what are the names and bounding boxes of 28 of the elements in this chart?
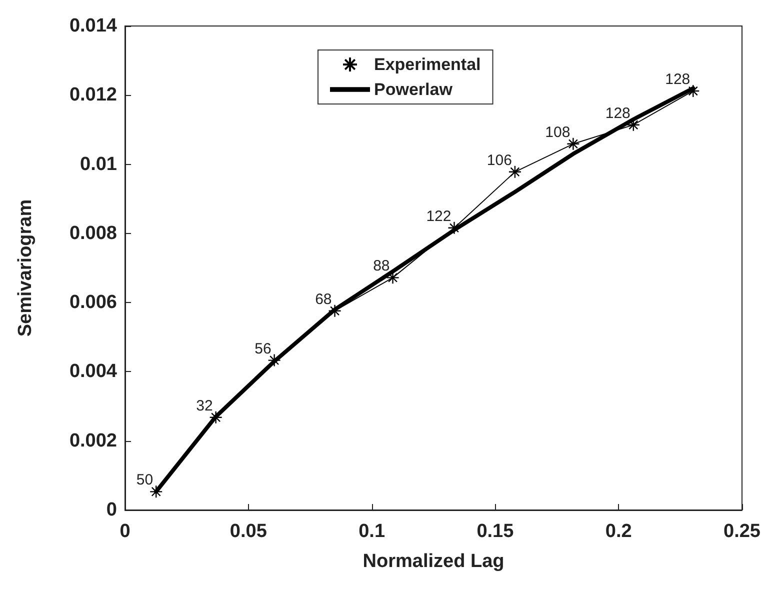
x-tick-label: 0.1	[358, 521, 386, 542]
annotation: 106	[486, 152, 512, 169]
y-tick-label: 0.012	[69, 84, 117, 106]
y-tick-label: 0.014	[69, 16, 118, 36]
annotation: 56	[254, 340, 272, 358]
x-tick-label: 0.25	[724, 521, 761, 542]
x-tick-label: 0	[120, 521, 130, 542]
y-tick-label: 0.002	[69, 430, 117, 452]
annotation: 32	[196, 397, 213, 414]
annotation: 128	[665, 70, 690, 88]
annotation: 108	[545, 124, 570, 141]
x-tick-label: 0.05	[230, 521, 268, 542]
y-axis-title: Semivariogram	[15, 199, 36, 337]
y-tick-label: 0.01	[80, 154, 118, 175]
x-tick-label: 0.2	[605, 521, 632, 542]
annotation: 68	[315, 290, 332, 308]
legend-label: Experimental	[374, 55, 481, 74]
annotation: 122	[426, 208, 452, 225]
legend-label: Powerlaw	[374, 80, 454, 99]
y-tick-label: 0.006	[69, 292, 117, 314]
y-tick-label: 0.008	[69, 222, 117, 244]
y-tick-label: 0	[106, 500, 117, 520]
y-tick-label: 0.004	[69, 361, 118, 382]
annotation: 88	[373, 258, 390, 275]
annotation: 50	[136, 472, 154, 489]
x-axis-title: Normalized Lag	[362, 551, 504, 572]
annotation: 128	[605, 104, 630, 122]
x-tick-label: 0.15	[476, 521, 514, 542]
